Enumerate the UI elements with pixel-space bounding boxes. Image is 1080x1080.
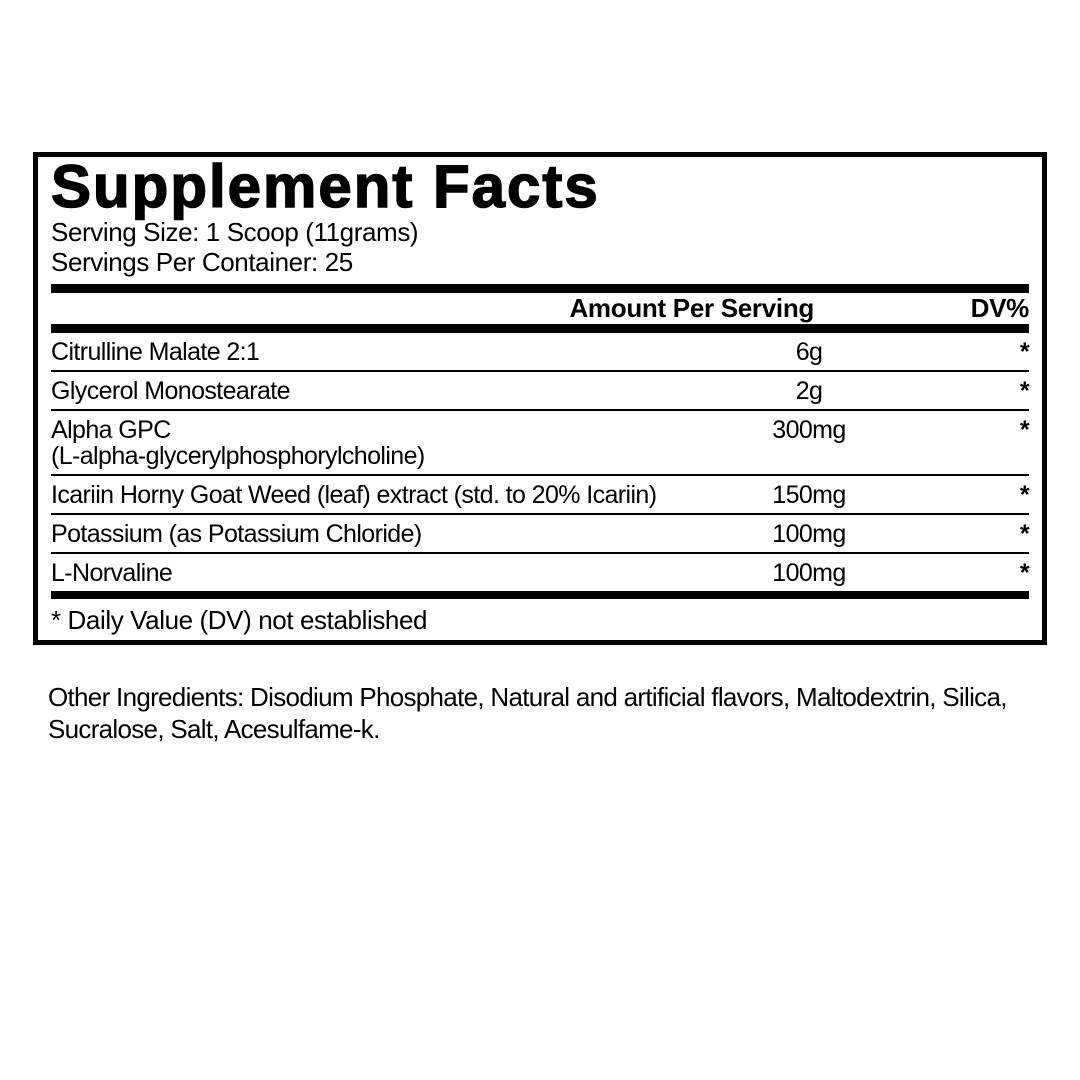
ingredient-name: Glycerol Monostearate (51, 377, 291, 405)
amount-column-header: Amount Per Serving (569, 293, 814, 323)
ingredient-amount: 6g (795, 338, 823, 366)
ingredient-subname: (L-alpha-glycerylphosphorylcholine) (51, 442, 425, 470)
ingredient-name-cell: Icariin Horny Goat Weed (leaf) extract (… (51, 482, 689, 508)
ingredient-amount: 100mg (772, 559, 846, 587)
ingredient-dv: * (1019, 520, 1030, 548)
ingredient-name-cell: Glycerol Monostearate (51, 378, 689, 404)
servings-per-container-line: Servings Per Container: 25 (51, 247, 353, 277)
ingredient-dv: * (1019, 481, 1030, 509)
divider-thick-bottom (51, 591, 1029, 599)
ingredient-row: Alpha GPC (L-alpha-glycerylphosphorylcho… (51, 411, 1030, 476)
ingredient-name: Citrulline Malate 2:1 (51, 338, 260, 366)
ingredient-name-cell: L-Norvaline (51, 560, 689, 586)
panel-title: Supplement Facts (50, 153, 600, 220)
ingredient-rows: Citrulline Malate 2:1 6g * Glycerol Mono… (51, 333, 1030, 591)
ingredient-amount: 100mg (772, 520, 846, 548)
ingredient-dv: * (1019, 559, 1030, 587)
ingredient-name-cell: Alpha GPC (L-alpha-glycerylphosphorylcho… (51, 417, 689, 469)
ingredient-name-cell: Potassium (as Potassium Chloride) (51, 521, 689, 547)
ingredient-dv: * (1019, 416, 1030, 444)
ingredient-amount: 2g (795, 377, 823, 405)
ingredient-dv: * (1019, 377, 1030, 405)
ingredient-row: Citrulline Malate 2:1 6g * (51, 333, 1030, 372)
ingredient-row: Glycerol Monostearate 2g * (51, 372, 1030, 411)
ingredient-name: Icariin Horny Goat Weed (leaf) extract (… (51, 481, 657, 509)
column-header-row: Amount Per Serving DV% (51, 293, 1029, 324)
divider-thick-header (51, 324, 1029, 333)
other-ingredients-text: Other Ingredients: Disodium Phosphate, N… (48, 682, 1007, 744)
ingredient-name: Alpha GPC (51, 416, 171, 444)
serving-size-line: Serving Size: 1 Scoop (11grams) (51, 217, 419, 247)
ingredient-name: L-Norvaline (51, 559, 173, 587)
ingredient-name: Potassium (as Potassium Chloride) (51, 520, 422, 548)
ingredient-amount: 150mg (772, 481, 846, 509)
ingredient-row: L-Norvaline 100mg * (51, 554, 1030, 591)
ingredient-row: Icariin Horny Goat Weed (leaf) extract (… (51, 476, 1030, 515)
ingredient-name-cell: Citrulline Malate 2:1 (51, 339, 689, 365)
dv-column-header: DV% (970, 293, 1030, 323)
ingredient-dv: * (1019, 338, 1030, 366)
divider-thick-top (51, 284, 1029, 293)
dv-footnote: * Daily Value (DV) not established (51, 605, 428, 635)
ingredient-row: Potassium (as Potassium Chloride) 100mg … (51, 515, 1030, 554)
supplement-facts-panel: Supplement Facts Serving Size: 1 Scoop (… (33, 152, 1047, 645)
ingredient-amount: 300mg (772, 416, 846, 444)
